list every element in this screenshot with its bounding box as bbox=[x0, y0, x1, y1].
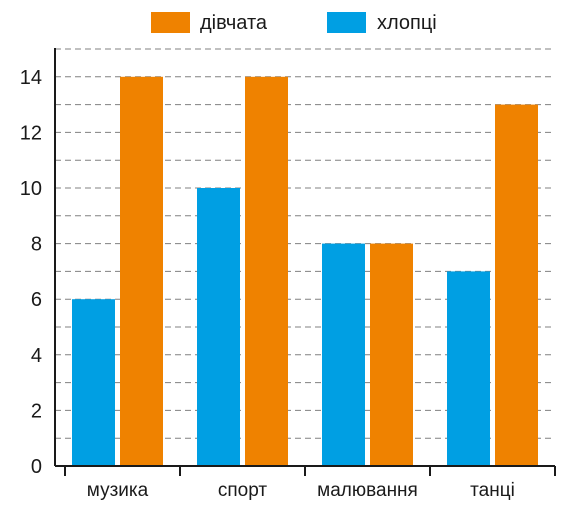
legend-swatch bbox=[327, 12, 366, 33]
y-tick-label: 10 bbox=[20, 178, 42, 200]
y-tick-label: 0 bbox=[31, 456, 42, 478]
y-tick-label: 6 bbox=[31, 289, 42, 311]
bar-boys bbox=[197, 188, 240, 466]
bar-girls bbox=[370, 243, 413, 466]
bar-girls bbox=[120, 76, 163, 467]
y-tick-label: 8 bbox=[31, 234, 42, 256]
category-label: танці bbox=[470, 480, 515, 501]
bars bbox=[72, 76, 538, 467]
y-tick-label: 12 bbox=[20, 122, 42, 144]
category-label: малювання bbox=[317, 480, 418, 501]
bar-girls bbox=[495, 104, 538, 466]
y-tick-label: 14 bbox=[20, 67, 42, 89]
legend-label: дівчата bbox=[200, 12, 268, 34]
bar-boys bbox=[322, 243, 365, 466]
legend: дівчата хлопці bbox=[151, 12, 437, 34]
y-tick-label: 4 bbox=[31, 345, 42, 367]
bar-girls bbox=[245, 76, 288, 467]
category-label: музика bbox=[87, 480, 149, 501]
bar-boys bbox=[447, 271, 490, 466]
category-label: спорт bbox=[218, 480, 268, 501]
legend-label: хлопці bbox=[377, 12, 437, 34]
bar-boys bbox=[72, 299, 115, 466]
y-tick-labels: 0 2 4 6 8 10 12 14 bbox=[20, 67, 42, 478]
x-tick-marks bbox=[64, 466, 556, 476]
y-tick-label: 2 bbox=[31, 400, 42, 422]
category-labels: музика спорт малювання танці bbox=[87, 480, 515, 501]
legend-swatch bbox=[151, 12, 190, 33]
